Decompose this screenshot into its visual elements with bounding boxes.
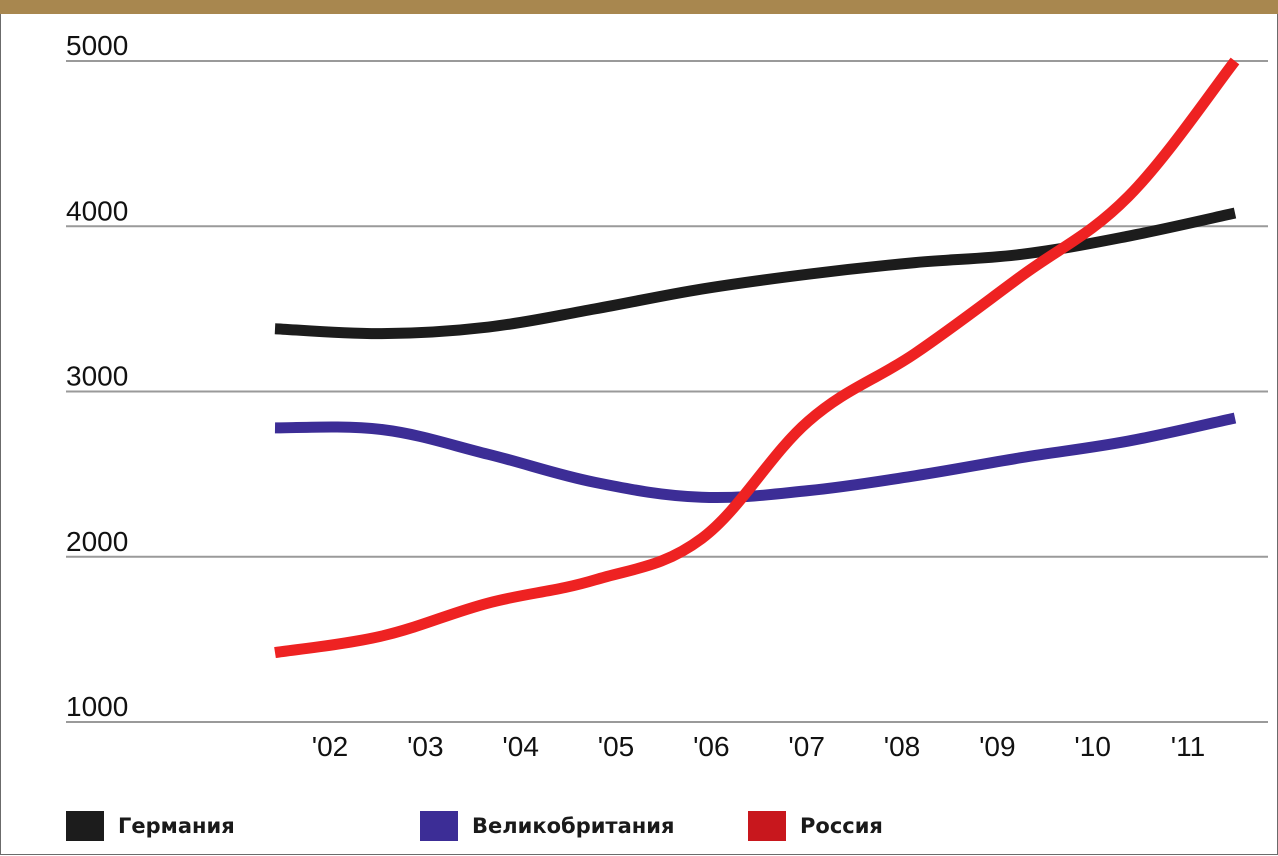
- series-line-uk: [274, 412, 1237, 504]
- series-lines: [274, 57, 1240, 659]
- legend-label-germany: Германия: [118, 814, 235, 838]
- legend-label-russia: Россия: [800, 814, 883, 838]
- x-tick-label: '03: [407, 731, 444, 762]
- x-tick-label: '02: [312, 731, 349, 762]
- y-tick-label: 2000: [66, 526, 128, 557]
- x-tick-label: '07: [788, 731, 825, 762]
- y-tick-label: 4000: [66, 195, 128, 226]
- series-line-russia: [274, 57, 1240, 659]
- x-tick-label: '09: [979, 731, 1016, 762]
- legend-item-uk: Великобритания: [420, 811, 674, 841]
- x-tick-label: '11: [1171, 731, 1205, 762]
- y-tick-label: 5000: [66, 30, 128, 61]
- y-axis-ticks: 1000 2000 3000 4000 5000: [66, 30, 128, 722]
- legend-swatch-germany: [66, 811, 104, 841]
- x-tick-label: '04: [502, 731, 539, 762]
- x-tick-label: '05: [598, 731, 635, 762]
- y-tick-label: 1000: [66, 691, 128, 722]
- x-axis-ticks: '02 '03 '04 '05 '06 '07 '08 '09 '10 '11: [312, 731, 1205, 762]
- legend-swatch-russia: [748, 811, 786, 841]
- y-tick-label: 3000: [66, 361, 128, 392]
- legend-swatch-uk: [420, 811, 458, 841]
- legend-item-germany: Германия: [66, 811, 235, 841]
- x-tick-label: '06: [693, 731, 730, 762]
- top-band: [0, 0, 1278, 14]
- x-tick-label: '10: [1074, 731, 1111, 762]
- x-tick-label: '08: [884, 731, 921, 762]
- legend-label-uk: Великобритания: [472, 814, 675, 838]
- legend-item-russia: Россия: [748, 811, 883, 841]
- grid-lines: [66, 60, 1268, 723]
